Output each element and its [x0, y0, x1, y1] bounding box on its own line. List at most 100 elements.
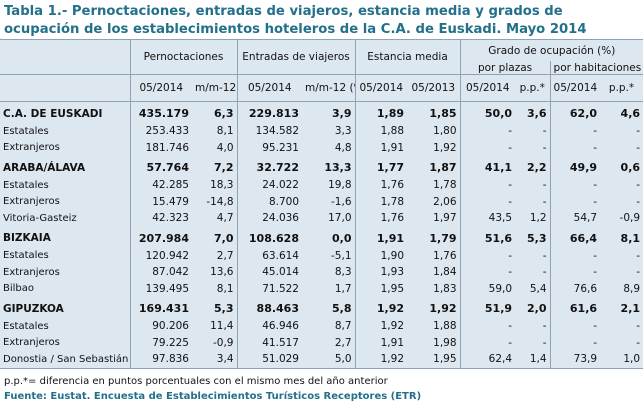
- col-subgroup: por plazas: [459, 61, 551, 75]
- row-label: GIPUZKOA: [3, 302, 64, 315]
- cell: -: [459, 334, 516, 351]
- cell: 1,95: [407, 351, 461, 369]
- cell: 13,6: [210, 266, 234, 279]
- cell: 95.231: [236, 139, 302, 156]
- cell: 7,0: [214, 231, 234, 245]
- table-row: Bilbao 139.495 8,1 71.522 1,7 1,95 1,83 59,0 5,4…: [0, 280, 643, 297]
- cell: 1,91: [354, 226, 408, 248]
- cell: -: [459, 177, 516, 194]
- row-label: Vitoria-Gasteiz: [3, 212, 77, 224]
- cell: 32.722: [236, 156, 302, 177]
- cell: 2,06: [433, 195, 457, 208]
- cell: 54,7: [549, 210, 601, 227]
- cell: 51,9: [459, 297, 516, 318]
- table-row: BIZKAIA 207.984 7,0 108.628 0,0 1,91 1,79 51,6 5…: [0, 226, 643, 248]
- cell: -: [542, 195, 547, 208]
- table-row: ARABA/ÁLAVA 57.764 7,2 32.722 13,3 1,77 1,87 41…: [0, 156, 643, 177]
- row-label: Extranjeros: [3, 337, 60, 349]
- cell: 1,88: [433, 320, 457, 333]
- cell: 43,5: [459, 210, 516, 227]
- row-label: BIZKAIA: [3, 232, 51, 244]
- cell: 1,88: [354, 123, 408, 140]
- cell: -: [636, 249, 641, 262]
- cell: 24.022: [236, 177, 302, 194]
- cell: 8,1: [216, 282, 234, 295]
- cell: 71.522: [236, 280, 302, 297]
- cell: 76,6: [549, 280, 601, 297]
- cell: 108.628: [236, 226, 302, 248]
- cell: 66,4: [549, 226, 601, 248]
- cell: 3,9: [332, 107, 352, 120]
- sub-header: 05/2014: [129, 74, 192, 102]
- cell: 8,1: [620, 231, 641, 245]
- cell: 1,2: [529, 212, 547, 225]
- cell: -: [549, 334, 601, 351]
- table-row: Extranjeros 15.479 -14,8 8.700 -1,6 1,78 2,06-…: [0, 193, 643, 210]
- cell: 2,7: [334, 336, 352, 349]
- cell: 1,7: [334, 282, 352, 295]
- cell: 1,78: [354, 193, 408, 210]
- cell: 207.984: [129, 226, 192, 248]
- cell: -5,1: [331, 249, 352, 262]
- cell: -: [459, 247, 516, 264]
- cell: 97.836: [129, 351, 192, 369]
- table-row: Extranjeros 79.225 -0,9 41.517 2,7 1,91 1,98- -…: [0, 334, 643, 351]
- cell: -: [636, 125, 641, 138]
- row-label: Extranjeros: [3, 142, 60, 154]
- table-body: C.A. DE EUSKADI 435.179 6,3 229.813 3,9 1,89 1…: [0, 101, 643, 369]
- cell: 42.285: [129, 177, 192, 194]
- table-row: Estatales 253.433 8,1 134.582 3,3 1,88 1,80- - -…: [0, 123, 643, 140]
- cell: 62,0: [549, 101, 601, 123]
- sub-header: m/m-12 (%): [192, 74, 237, 102]
- cell: 2,0: [527, 302, 547, 315]
- cell: 169.431: [129, 297, 192, 318]
- cell: 1,76: [354, 177, 408, 194]
- cell: -: [459, 193, 516, 210]
- cell: 51.029: [236, 351, 302, 369]
- cell: -: [542, 336, 547, 349]
- table-row: Estatales 120.942 2,7 63.614 -5,1 1,90 1,76- - -…: [0, 247, 643, 264]
- row-label: Extranjeros: [3, 196, 60, 208]
- cell: 1,87: [429, 161, 457, 174]
- source: Fuente: Eustat. Encuesta de Establecimie…: [4, 390, 422, 402]
- title: Tabla 1.- Pernoctaciones, entradas de vi…: [4, 4, 587, 37]
- cell: -: [549, 123, 601, 140]
- cell: 1,92: [354, 318, 408, 335]
- cell: 1,97: [433, 212, 457, 225]
- sub-header: 05/2014: [236, 74, 302, 102]
- cell: 1,76: [354, 210, 408, 227]
- cell: -: [542, 179, 547, 192]
- cell: 46.946: [236, 318, 302, 335]
- cell: 253.433: [129, 123, 192, 140]
- cell: 2,1: [620, 302, 641, 315]
- row-label: Estatales: [3, 125, 49, 137]
- cell: -: [549, 193, 601, 210]
- col-subgroup: por habitaciones: [549, 61, 643, 75]
- cell: -: [459, 264, 516, 281]
- col-group: Pernoctaciones: [129, 39, 237, 75]
- cell: 61,6: [549, 297, 601, 318]
- cell: 120.942: [129, 247, 192, 264]
- cell: 4,8: [334, 141, 352, 154]
- sub-header: 05/2014: [354, 74, 408, 102]
- cell: 181.746: [129, 139, 192, 156]
- cell: 59,0: [459, 280, 516, 297]
- cell: 5,3: [527, 231, 547, 245]
- sub-header: p.p.*: [600, 74, 643, 102]
- cell: -: [542, 141, 547, 154]
- cell: -: [542, 249, 547, 262]
- cell: 18,3: [210, 179, 234, 192]
- cell: 139.495: [129, 280, 192, 297]
- cell: 17,0: [328, 212, 352, 225]
- cell: 41,1: [459, 156, 516, 177]
- cell: 1,77: [354, 156, 408, 177]
- cell: -: [549, 139, 601, 156]
- cell: 4,7: [216, 212, 234, 225]
- cell: 51,6: [459, 226, 516, 248]
- cell: 1,85: [429, 107, 457, 120]
- cell: 63.614: [236, 247, 302, 264]
- cell: 7,2: [214, 161, 234, 174]
- row-label: Donostia / San Sebastián: [0, 351, 130, 369]
- cell: -: [549, 247, 601, 264]
